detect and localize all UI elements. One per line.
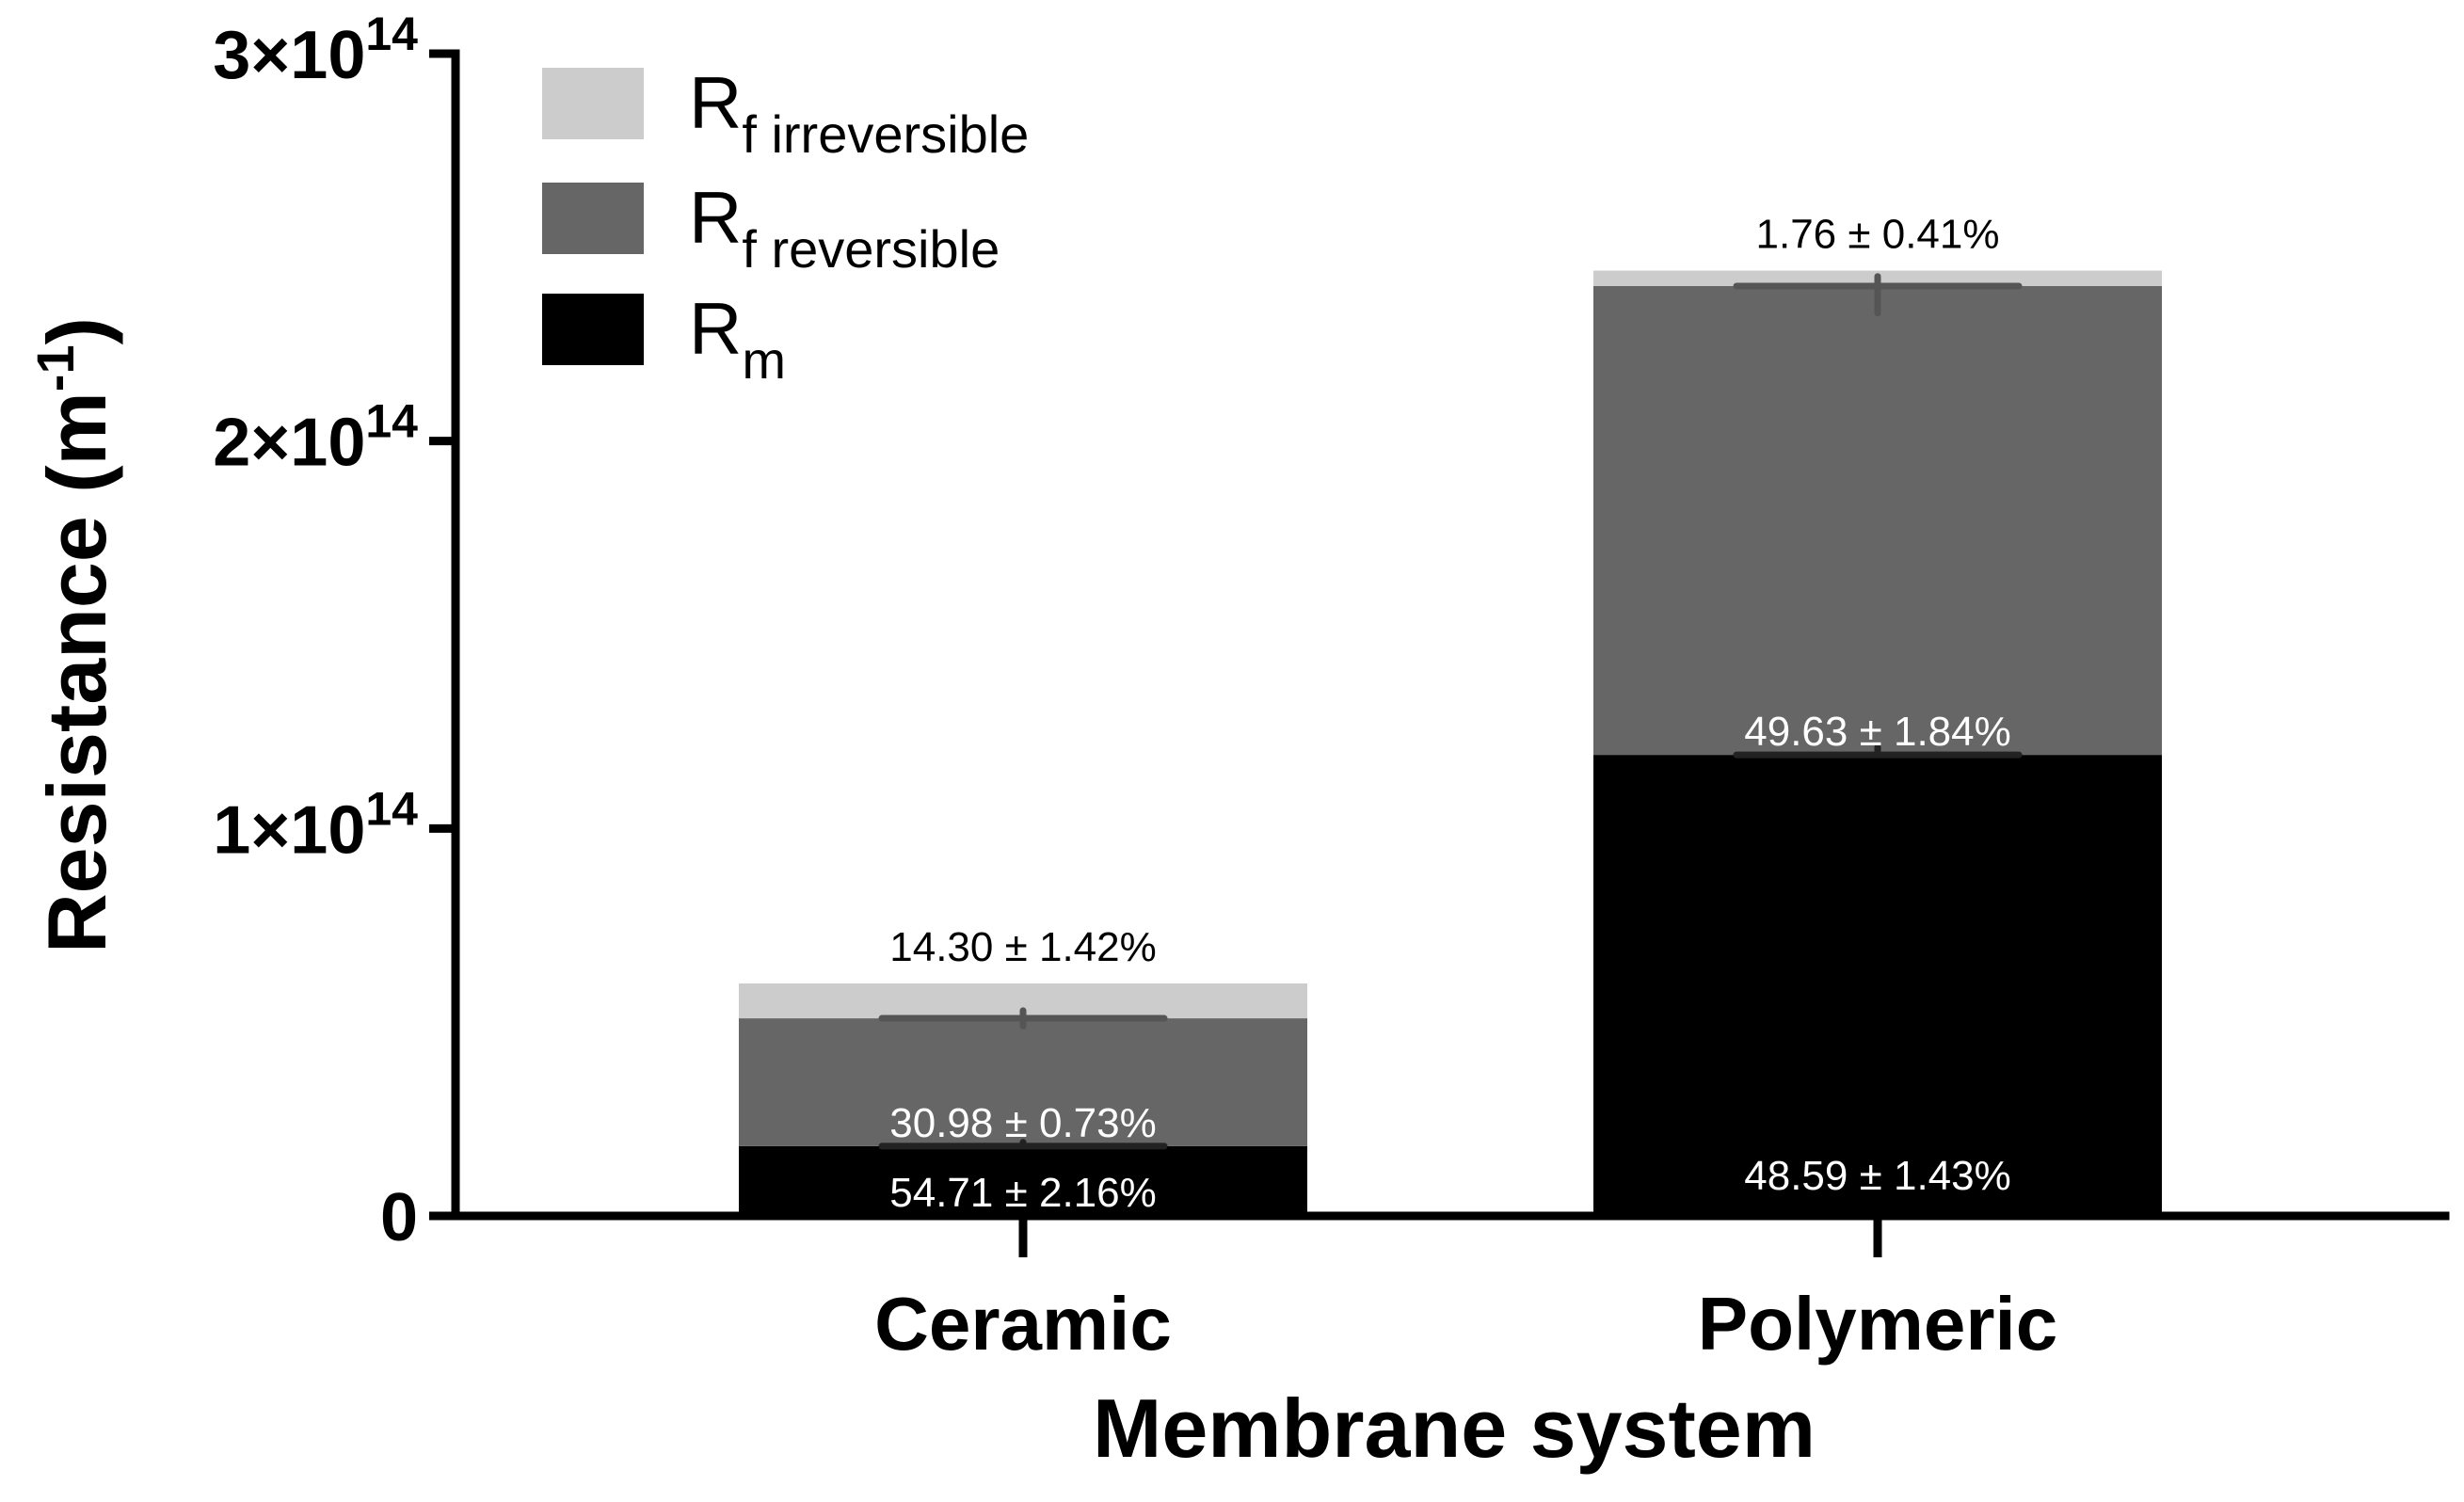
error-bars-layer xyxy=(878,273,2023,1150)
data-label-rf_irr-ceramic: 14.30 ± 1.42% xyxy=(889,924,1156,970)
legend-swatch-rf_irr xyxy=(542,68,644,139)
bar-rf_rev-ceramic xyxy=(739,1018,1307,1146)
x-tick-label-polymeric: Polymeric xyxy=(1698,1282,2057,1366)
x-tick-label-ceramic: Ceramic xyxy=(874,1282,1172,1366)
bar-rf_rev-polymeric xyxy=(1593,286,2162,756)
bar-rm-ceramic xyxy=(739,1145,1307,1216)
data-label-rm-ceramic: 54.71 ± 2.16% xyxy=(889,1170,1156,1216)
y-tick-label-base: 1×10 xyxy=(213,792,365,868)
x-ticks: Ceramic Polymeric xyxy=(874,1216,2057,1366)
y-tick-label: 0 xyxy=(380,1180,418,1255)
y-axis-title-main: Resistance (m xyxy=(30,391,123,953)
data-label-rf_rev-ceramic: 30.98 ± 0.73% xyxy=(889,1100,1156,1146)
y-tick-label: 1×1014 xyxy=(213,782,418,868)
legend-label-main: R xyxy=(689,287,742,370)
bar-rm-polymeric xyxy=(1593,755,2162,1216)
x-axis-title: Membrane system xyxy=(1093,1382,1816,1475)
bars-layer xyxy=(739,270,2162,1216)
y-tick-label-exponent: 14 xyxy=(365,8,418,60)
data-label-rm-polymeric: 48.59 ± 1.43% xyxy=(1744,1153,2010,1199)
legend-swatch-rf_rev xyxy=(542,183,644,254)
y-tick-label-exponent: 14 xyxy=(365,782,418,835)
y-axis-title: Resistance (m-1) xyxy=(25,317,123,953)
y-axis-title-sup: -1 xyxy=(25,344,85,391)
data-label-rf_irr-polymeric: 1.76 ± 0.41% xyxy=(1756,212,2000,258)
legend-label-main: R xyxy=(689,61,742,144)
y-axis-title-close: ) xyxy=(30,317,123,344)
y-tick-label-base: 0 xyxy=(380,1180,418,1255)
legend-label-sub: f irreversible xyxy=(742,104,1029,164)
y-tick-label: 2×1014 xyxy=(213,395,418,481)
legend-swatch-rm xyxy=(542,294,644,365)
segment-labels-layer: 54.71 ± 2.16% 30.98 ± 0.73% 14.30 ± 1.42% 4… xyxy=(889,212,2010,1216)
data-label-rf_rev-polymeric: 49.63 ± 1.84% xyxy=(1744,709,2010,755)
legend-label-main: R xyxy=(689,176,742,259)
legend-label-sub: f reversible xyxy=(742,219,1000,279)
legend-label-rf_rev: Rf reversible xyxy=(689,176,1000,279)
y-tick-label-base: 2×10 xyxy=(213,406,365,481)
legend-label-sub: m xyxy=(742,330,786,390)
y-tick-label: 3×1014 xyxy=(213,8,418,93)
legend-label-rf_irr: Rf irreversible xyxy=(689,61,1029,164)
legend-label-rm: Rm xyxy=(689,287,786,390)
y-tick-label-base: 3×10 xyxy=(213,18,365,93)
y-tick-label-exponent: 14 xyxy=(365,395,418,448)
